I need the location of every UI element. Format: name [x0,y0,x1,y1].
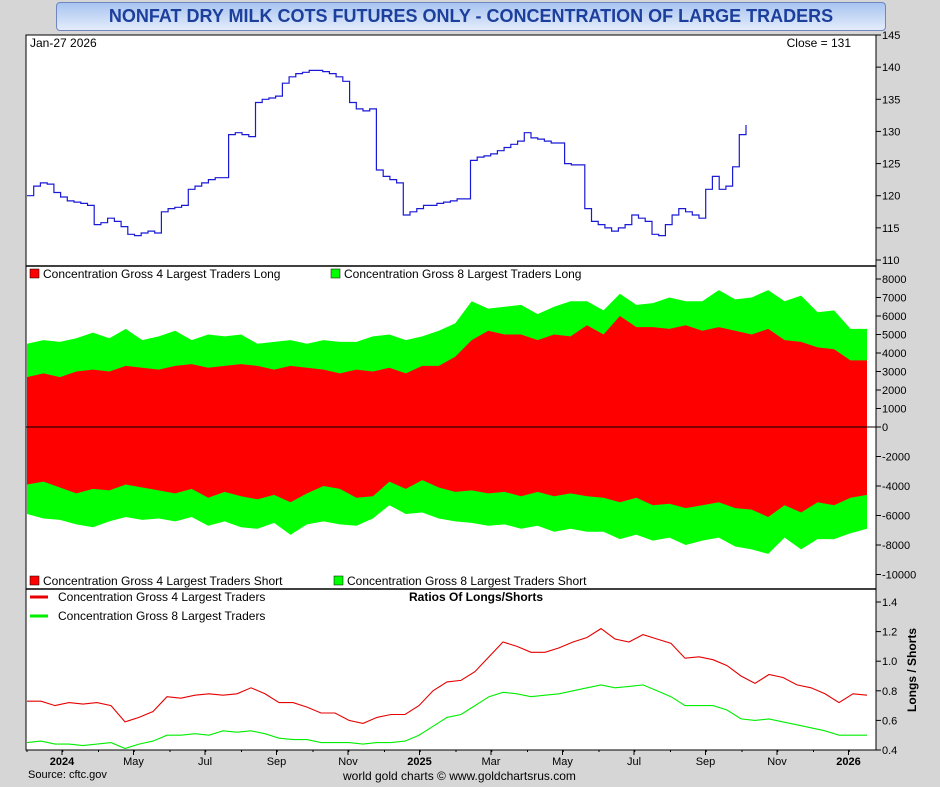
conc-ytick-label: -4000 [882,481,910,493]
price-ytick-label: 115 [882,223,900,235]
legend-label-4-short: Concentration Gross 4 Largest Traders Sh… [43,574,283,588]
conc-ytick-label: 4000 [882,348,906,360]
price-ytick-label: 120 [882,191,900,203]
x-tick-label: Mar [482,756,501,768]
ratio-ytick-label: 1.0 [882,656,897,668]
ratio-panel [26,627,868,750]
ratio-ytick-label: 0.6 [882,715,897,727]
y-axes: 110 115 120 125 130 135 140 145 8000 7000 6000 5000… [875,30,916,757]
x-tick-label: May [123,756,144,768]
conc-ytick-label: -8000 [882,540,910,552]
x-tick-label: Jul [627,756,641,768]
close-label: Close = 131 [787,36,852,50]
legend-short: Concentration Gross 4 Largest Traders Sh… [29,574,587,588]
ratio-line-4-largest [27,627,868,724]
legend-swatch-8-short [333,575,344,586]
x-tick-label: Nov [767,756,787,768]
price-ytick-label: 135 [882,94,900,106]
area-4-largest-short [27,427,867,517]
x-tick-label: May [552,756,573,768]
ratio-ytick-label: 0.4 [882,745,897,757]
legend-swatch-4-long [29,268,40,279]
date-label: Jan-27 2026 [30,36,97,50]
conc-ytick-label: 8000 [882,274,906,286]
price-line [27,69,747,237]
legend-label-8-short: Concentration Gross 8 Largest Traders Sh… [347,574,587,588]
ratio-ytick-label: 0.8 [882,686,897,698]
conc-ytick-label: 3000 [882,367,906,379]
conc-ytick-label: -2000 [882,452,910,464]
x-tick-label: 2026 [836,756,860,768]
footer-source: Source: cftc.gov [28,769,107,781]
ratio-line-8-largest [26,684,867,750]
price-panel [27,69,747,237]
footer-credit: world gold charts © www.goldchartsrus.co… [343,769,576,783]
ratios-title: Ratios Of Longs/Shorts [409,590,543,604]
x-tick-label: 2024 [50,756,75,768]
x-axis: 2024 May Jul Sep Nov 2025 Mar May Jul Sep Nov 2026 [26,750,861,768]
x-tick-label: Sep [696,756,716,768]
concentration-panel [26,290,876,554]
ratios-ylabel: Longs / Shorts [905,628,919,712]
ratio-ytick-label: 1.4 [882,597,897,609]
price-ytick-label: 125 [882,159,900,171]
conc-ytick-label: 2000 [882,385,906,397]
price-ytick-label: 140 [882,62,900,74]
legend-ratios: Concentration Gross 4 Largest Traders Co… [30,590,265,623]
legend-label-ratio-4: Concentration Gross 4 Largest Traders [58,590,265,604]
price-ytick-label: 110 [882,255,900,267]
legend-long: Concentration Gross 4 Largest Traders Lo… [29,267,581,281]
legend-label-4-long: Concentration Gross 4 Largest Traders Lo… [43,267,280,281]
x-tick-label: Jul [198,756,212,768]
area-4-largest-long [27,316,867,427]
legend-swatch-8-long [330,268,341,279]
conc-ytick-label: -10000 [882,570,916,582]
chart-title: NONFAT DRY MILK COTS FUTURES ONLY - CONC… [56,2,886,31]
conc-ytick-label: 7000 [882,293,906,305]
conc-ytick-label: 6000 [882,311,906,323]
price-ytick-label: 145 [882,30,900,42]
legend-label-ratio-8: Concentration Gross 8 Largest Traders [58,609,265,623]
x-tick-label: Nov [338,756,358,768]
conc-ytick-label: -6000 [882,511,910,523]
conc-ytick-label: 5000 [882,330,906,342]
ratio-ytick-label: 1.2 [882,627,897,639]
conc-ytick-label: 1000 [882,404,906,416]
price-ytick-label: 130 [882,126,900,138]
legend-swatch-4-short [29,575,40,586]
conc-ytick-label: 0 [882,422,888,434]
legend-label-8-long: Concentration Gross 8 Largest Traders Lo… [344,267,581,281]
x-tick-label: 2025 [407,756,431,768]
x-tick-label: Sep [267,756,287,768]
